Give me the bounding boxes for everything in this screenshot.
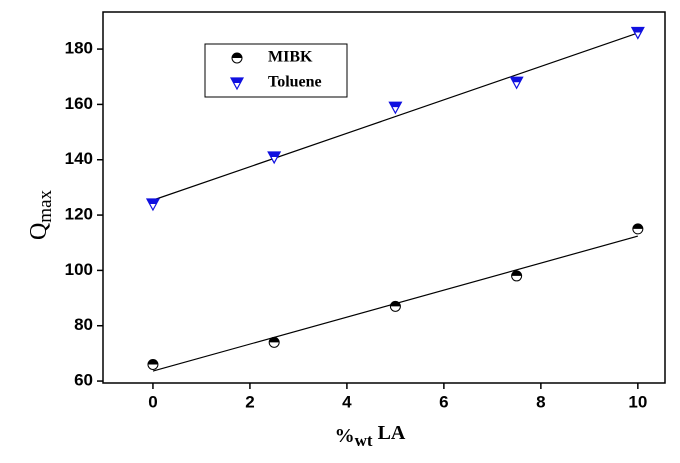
marker-fill	[268, 151, 281, 157]
data-point	[388, 101, 403, 115]
data-point	[389, 300, 401, 312]
x-label-sub: wt	[355, 431, 373, 450]
x-tick-label: 2	[245, 392, 254, 411]
data-point	[267, 151, 282, 165]
data-point	[147, 358, 159, 370]
legend-box	[204, 43, 348, 98]
y-label-sub: max	[35, 189, 56, 222]
y-tick-label: 80	[74, 315, 93, 334]
plot-frame	[102, 11, 666, 384]
legend-label: Toluene	[268, 74, 322, 91]
y-tick-label: 60	[74, 371, 93, 390]
marker-fill	[232, 53, 242, 58]
y-tick-label: 100	[65, 260, 93, 279]
marker-fill	[231, 78, 243, 83]
data-point	[145, 198, 160, 212]
y-label-main: Q	[26, 223, 52, 240]
marker-fill	[631, 27, 644, 33]
marker-fill	[390, 301, 401, 307]
y-tick-label: 140	[65, 149, 93, 168]
marker-fill	[632, 223, 643, 229]
y-tick-label: 180	[65, 39, 93, 58]
data-point	[268, 336, 280, 348]
x-tick-label: 4	[342, 392, 352, 411]
marker-fill	[146, 199, 159, 205]
x-tick-label: 6	[439, 392, 448, 411]
data-point	[632, 223, 644, 235]
legend-label: MIBK	[268, 49, 313, 66]
x-label-prefix: %	[335, 425, 355, 447]
x-tick-label: 0	[148, 392, 157, 411]
marker-fill	[389, 102, 402, 108]
x-tick-label: 8	[536, 392, 545, 411]
legend-marker	[231, 52, 243, 64]
x-label-suffix: LA	[378, 422, 406, 444]
marker-fill	[511, 270, 522, 276]
x-tick-label: 10	[628, 392, 647, 411]
y-tick-label: 160	[65, 94, 93, 113]
data-point	[509, 76, 524, 90]
y-axis-label: Qmax	[26, 189, 57, 240]
legend: MIBK Toluene	[204, 43, 348, 98]
marker-fill	[269, 337, 280, 343]
fit-line	[152, 32, 639, 201]
legend-marker	[229, 77, 245, 91]
marker-fill	[147, 359, 158, 365]
y-tick-label: 120	[65, 205, 93, 224]
data-point	[630, 26, 645, 40]
data-point	[511, 270, 523, 282]
marker-fill	[510, 77, 523, 83]
x-axis-label: %wt LA	[335, 422, 406, 450]
